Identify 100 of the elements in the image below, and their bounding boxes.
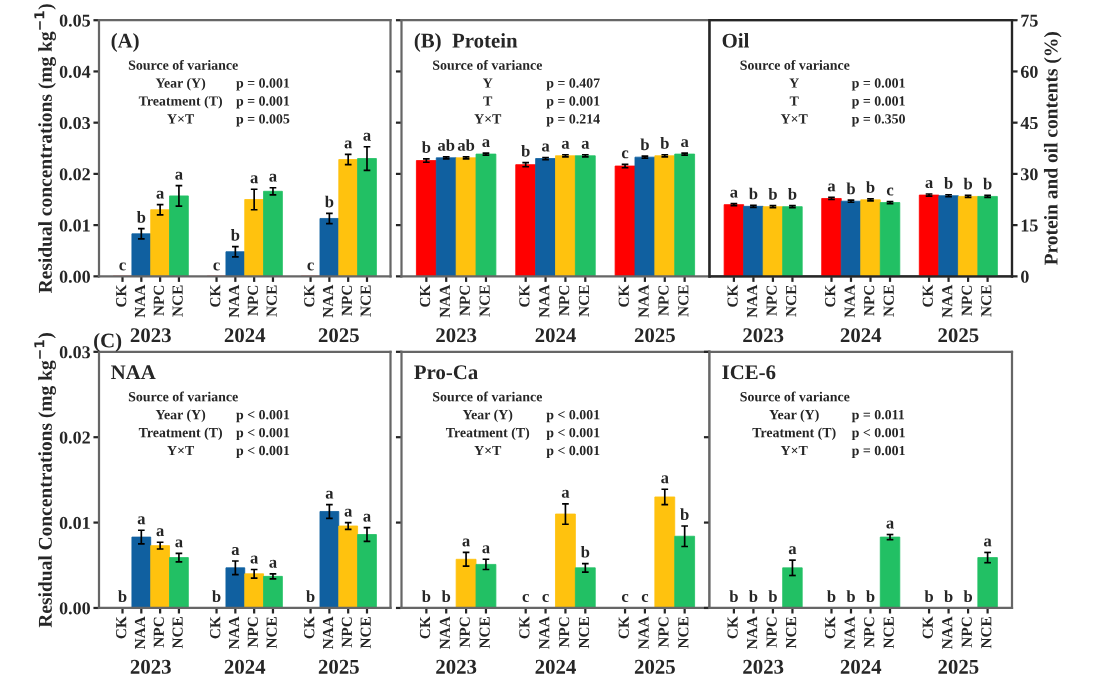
x-tick-label: 2025 <box>318 328 359 343</box>
data-label: b <box>212 590 221 602</box>
data-label: b <box>866 181 875 193</box>
data-label: b <box>118 590 127 602</box>
bar <box>574 155 596 277</box>
data-label: c <box>307 262 314 271</box>
x-tick-label: 2023 <box>436 328 477 343</box>
bar <box>357 534 377 608</box>
bar <box>574 567 596 608</box>
bar <box>131 233 152 277</box>
y-tick-label: 0.02 <box>59 168 90 181</box>
data-label: b <box>580 545 590 558</box>
data-label: a <box>344 140 353 149</box>
data-label: b <box>846 182 855 195</box>
bar <box>555 155 576 277</box>
y2-tick-label: 60 <box>1020 65 1038 78</box>
bar <box>150 209 170 277</box>
data-label: a <box>983 538 992 547</box>
bar <box>225 251 246 277</box>
bar <box>654 496 676 608</box>
x-tick-label: 2025 <box>634 659 675 674</box>
x-tick-label: 2023 <box>743 659 784 674</box>
data-label: a <box>730 189 738 198</box>
data-label: c <box>641 593 649 602</box>
text: (B) Protein <box>414 33 518 52</box>
data-label: b <box>768 590 777 602</box>
data-label: c <box>213 262 220 271</box>
chart-subtitle: NAA <box>111 365 156 380</box>
y-tick-label: 0.01 <box>59 219 90 232</box>
data-label: b <box>441 590 451 602</box>
bar <box>674 535 696 608</box>
data-label: b <box>748 187 758 200</box>
data-label: b <box>944 590 953 602</box>
data-label: b <box>660 137 669 149</box>
bar <box>614 165 636 277</box>
bar <box>131 536 152 608</box>
data-label: b <box>827 590 836 602</box>
bar <box>674 153 696 277</box>
x-tick-label: 2025 <box>938 328 979 343</box>
x-tick-label: 2023 <box>436 659 477 674</box>
x-tick-label: 2024 <box>535 328 576 343</box>
data-label: b <box>788 187 797 200</box>
data-label: a <box>344 508 353 517</box>
x-tick-label: 2023 <box>130 328 171 343</box>
x-tick-label: 2024 <box>535 659 576 674</box>
y-axis-title: Residual concentrations (mg kg$^{−1}$) <box>34 4 56 293</box>
bar <box>475 153 497 277</box>
data-label: b <box>748 590 758 602</box>
data-label: c <box>886 187 894 196</box>
data-label: a <box>541 143 550 152</box>
data-label: a <box>250 555 259 564</box>
data-label: a <box>175 539 183 548</box>
bar <box>338 525 359 608</box>
data-label: a <box>325 490 334 499</box>
y2-tick-label: 75 <box>1021 14 1038 27</box>
x-tick-label: 2024 <box>840 659 882 674</box>
data-label: a <box>363 132 371 141</box>
data-label: b <box>680 508 689 521</box>
data-label: a <box>681 139 689 148</box>
y-tick-label: 0.01 <box>59 516 90 530</box>
bar <box>338 159 359 277</box>
bar <box>150 545 170 608</box>
data-label: a <box>269 559 277 568</box>
data-label: c <box>522 593 529 602</box>
y-axis-title: Residual Concentrations (mg kg$^{−1}$) <box>34 333 56 628</box>
data-label: b <box>866 590 875 602</box>
data-label: a <box>462 538 470 547</box>
bar <box>225 567 246 608</box>
bar <box>319 218 340 277</box>
bar <box>435 157 457 277</box>
data-label: a <box>561 140 570 149</box>
chart-title: Oil <box>722 33 750 48</box>
y-tick-label: 0.00 <box>59 270 90 283</box>
x-tick-label: 2025 <box>634 328 675 343</box>
x-tick-label: 2025 <box>318 659 359 674</box>
data-label: b <box>846 590 855 602</box>
data-label: a <box>231 547 240 556</box>
data-label: a <box>661 475 669 484</box>
data-label: a <box>156 190 165 199</box>
data-label: b <box>230 228 240 241</box>
data-label: b <box>324 195 334 208</box>
data-label: c <box>621 593 629 602</box>
chart-title: Pro-Ca <box>414 365 478 380</box>
data-label: a <box>482 545 490 554</box>
data-label: b <box>421 141 431 153</box>
data-label: b <box>983 177 992 190</box>
data-label: b <box>421 590 431 602</box>
x-tick-label: 2024 <box>224 659 266 674</box>
data-label: b <box>963 590 973 602</box>
y2-tick-label: 45 <box>1020 117 1038 130</box>
bar <box>357 158 377 277</box>
y-tick-label: 0.05 <box>59 14 91 27</box>
data-label: b <box>640 138 649 151</box>
data-label: a <box>788 546 797 555</box>
data-label: a <box>886 520 894 529</box>
bar <box>535 158 556 277</box>
data-label: c <box>542 593 549 602</box>
bar <box>244 573 264 608</box>
data-label: a <box>269 173 277 182</box>
bar <box>244 199 264 277</box>
